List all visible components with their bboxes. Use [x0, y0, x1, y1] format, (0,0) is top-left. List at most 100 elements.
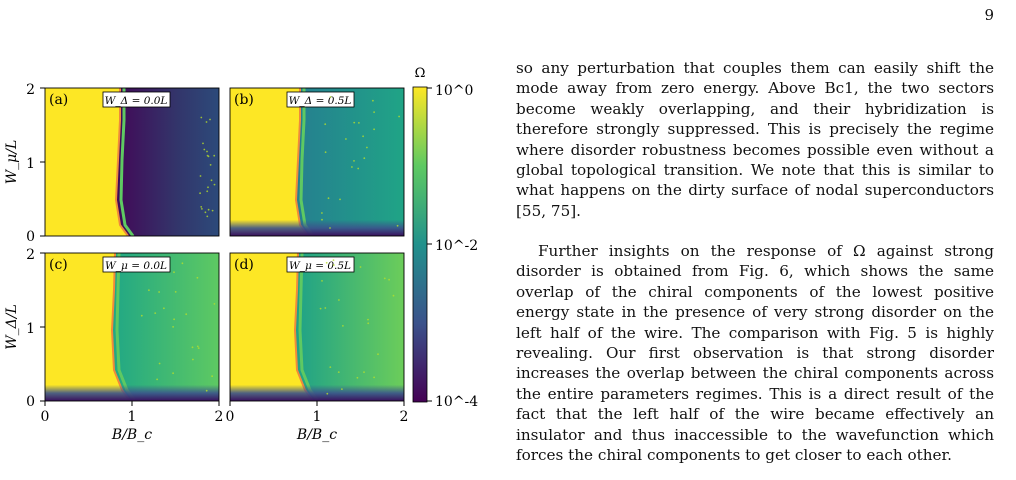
- x-axis-label-left: B/B_c: [111, 427, 152, 443]
- speckle: [372, 99, 374, 102]
- speckle: [329, 227, 331, 229]
- speckle: [367, 318, 369, 321]
- speckle: [366, 146, 368, 149]
- speckle: [356, 376, 359, 379]
- y-tick-bottom-1: 1: [26, 321, 35, 337]
- panel-a-param: W_Δ = 0.0L: [102, 91, 171, 108]
- speckle: [154, 312, 157, 314]
- speckle: [173, 318, 176, 321]
- panel-d: (d) W_μ = 0.5L: [229, 252, 405, 402]
- speckle: [163, 307, 165, 310]
- y-axis-label-top: W_μ/L: [4, 140, 20, 185]
- y-axis-bottom: 2 1 0 W_Δ/L: [4, 247, 45, 410]
- speckle: [210, 179, 213, 182]
- speckle: [204, 211, 207, 214]
- x-tick-right-0: 0: [226, 409, 235, 425]
- svg-text:W_Δ = 0.5L: W_Δ = 0.5L: [289, 95, 352, 107]
- colorbar-label: Ω: [415, 66, 426, 81]
- colorbar-tick-mid: 10^-2: [435, 238, 478, 254]
- speckle: [205, 121, 208, 123]
- speckle: [148, 289, 150, 292]
- svg-text:W_μ = 0.0L: W_μ = 0.0L: [105, 260, 167, 272]
- speckle: [337, 371, 340, 373]
- speckle: [332, 264, 335, 266]
- speckle: [199, 175, 202, 177]
- speckle: [321, 218, 323, 221]
- x-tick-left-2: 2: [215, 409, 224, 425]
- speckle: [341, 388, 343, 390]
- speckle: [396, 224, 399, 227]
- disorder-speckles: [140, 96, 400, 395]
- panel-a: (a) W_Δ = 0.0L: [44, 87, 220, 237]
- speckle: [207, 186, 209, 189]
- speckle: [199, 192, 202, 195]
- speckle: [325, 261, 328, 264]
- speckle: [213, 154, 216, 157]
- speckle: [181, 262, 184, 265]
- speckle: [321, 212, 323, 214]
- speckle: [373, 111, 375, 113]
- speckle: [338, 299, 340, 301]
- paragraph-2: Further insights on the response of Ω ag…: [516, 242, 994, 465]
- y-tick-top-0: 0: [26, 229, 35, 245]
- speckle: [319, 307, 322, 310]
- speckle: [158, 362, 161, 365]
- speckle: [321, 280, 323, 282]
- speckle: [206, 190, 209, 193]
- speckle: [196, 345, 199, 348]
- speckle: [191, 346, 194, 349]
- speckle: [362, 135, 364, 138]
- speckle: [383, 277, 386, 280]
- panel-d-tag: (d): [234, 257, 254, 273]
- speckle: [173, 271, 175, 274]
- x-axis-right: 0 1 2 B/B_c: [226, 401, 409, 443]
- y-tick-top-2: 2: [26, 82, 35, 98]
- y-tick-bottom-0: 0: [26, 394, 35, 410]
- speckle: [201, 208, 203, 210]
- x-tick-left-1: 1: [128, 409, 137, 425]
- speckle: [197, 347, 200, 349]
- speckle: [209, 118, 211, 121]
- speckle: [353, 160, 355, 162]
- svg-text:W_Δ = 0.0L: W_Δ = 0.0L: [105, 95, 168, 107]
- speckle: [332, 259, 335, 261]
- speckle: [329, 366, 332, 368]
- speckle: [203, 148, 206, 151]
- speckle: [373, 128, 375, 131]
- panel-b-tag: (b): [234, 92, 254, 108]
- speckle: [206, 215, 209, 218]
- speckle: [324, 307, 327, 309]
- panel-a-tag: (a): [49, 92, 68, 108]
- speckle: [211, 375, 214, 378]
- colorbar-tick-bottom: 10^-4: [435, 394, 478, 410]
- paragraph-1: so any perturbation that couples them ca…: [516, 59, 994, 220]
- panel-d-param: W_μ = 0.5L: [286, 256, 355, 273]
- speckle: [202, 142, 204, 145]
- figure-6: (a) W_Δ = 0.0L (b) W_Δ = 0.5L: [0, 50, 480, 470]
- panel-b: (b) W_Δ = 0.5L: [229, 87, 405, 237]
- panel-b-param: W_Δ = 0.5L: [286, 91, 355, 108]
- speckle: [174, 291, 177, 293]
- speckle: [363, 371, 365, 373]
- speckle: [329, 96, 332, 98]
- colorbar-tick-top: 10^0: [435, 83, 473, 99]
- speckle: [351, 166, 353, 168]
- speckle: [196, 276, 199, 279]
- speckle: [205, 389, 208, 392]
- speckle: [206, 150, 208, 153]
- colorbar: Ω 10^0 10^-2 10^-4: [412, 66, 478, 410]
- speckle: [345, 138, 347, 140]
- speckle: [324, 151, 327, 154]
- speckle: [209, 164, 212, 166]
- svg-text:W_μ = 0.5L: W_μ = 0.5L: [289, 260, 351, 272]
- x-tick-right-2: 2: [400, 409, 409, 425]
- speckle: [172, 372, 175, 375]
- y-tick-bottom-2: 2: [26, 247, 35, 263]
- speckle: [359, 266, 362, 268]
- speckle: [392, 294, 395, 297]
- speckle: [200, 116, 203, 119]
- speckle: [172, 326, 175, 328]
- x-tick-left-0: 0: [41, 409, 50, 425]
- x-axis-left: 0 1 2 B/B_c: [41, 401, 224, 443]
- panel-c-param: W_μ = 0.0L: [102, 256, 171, 273]
